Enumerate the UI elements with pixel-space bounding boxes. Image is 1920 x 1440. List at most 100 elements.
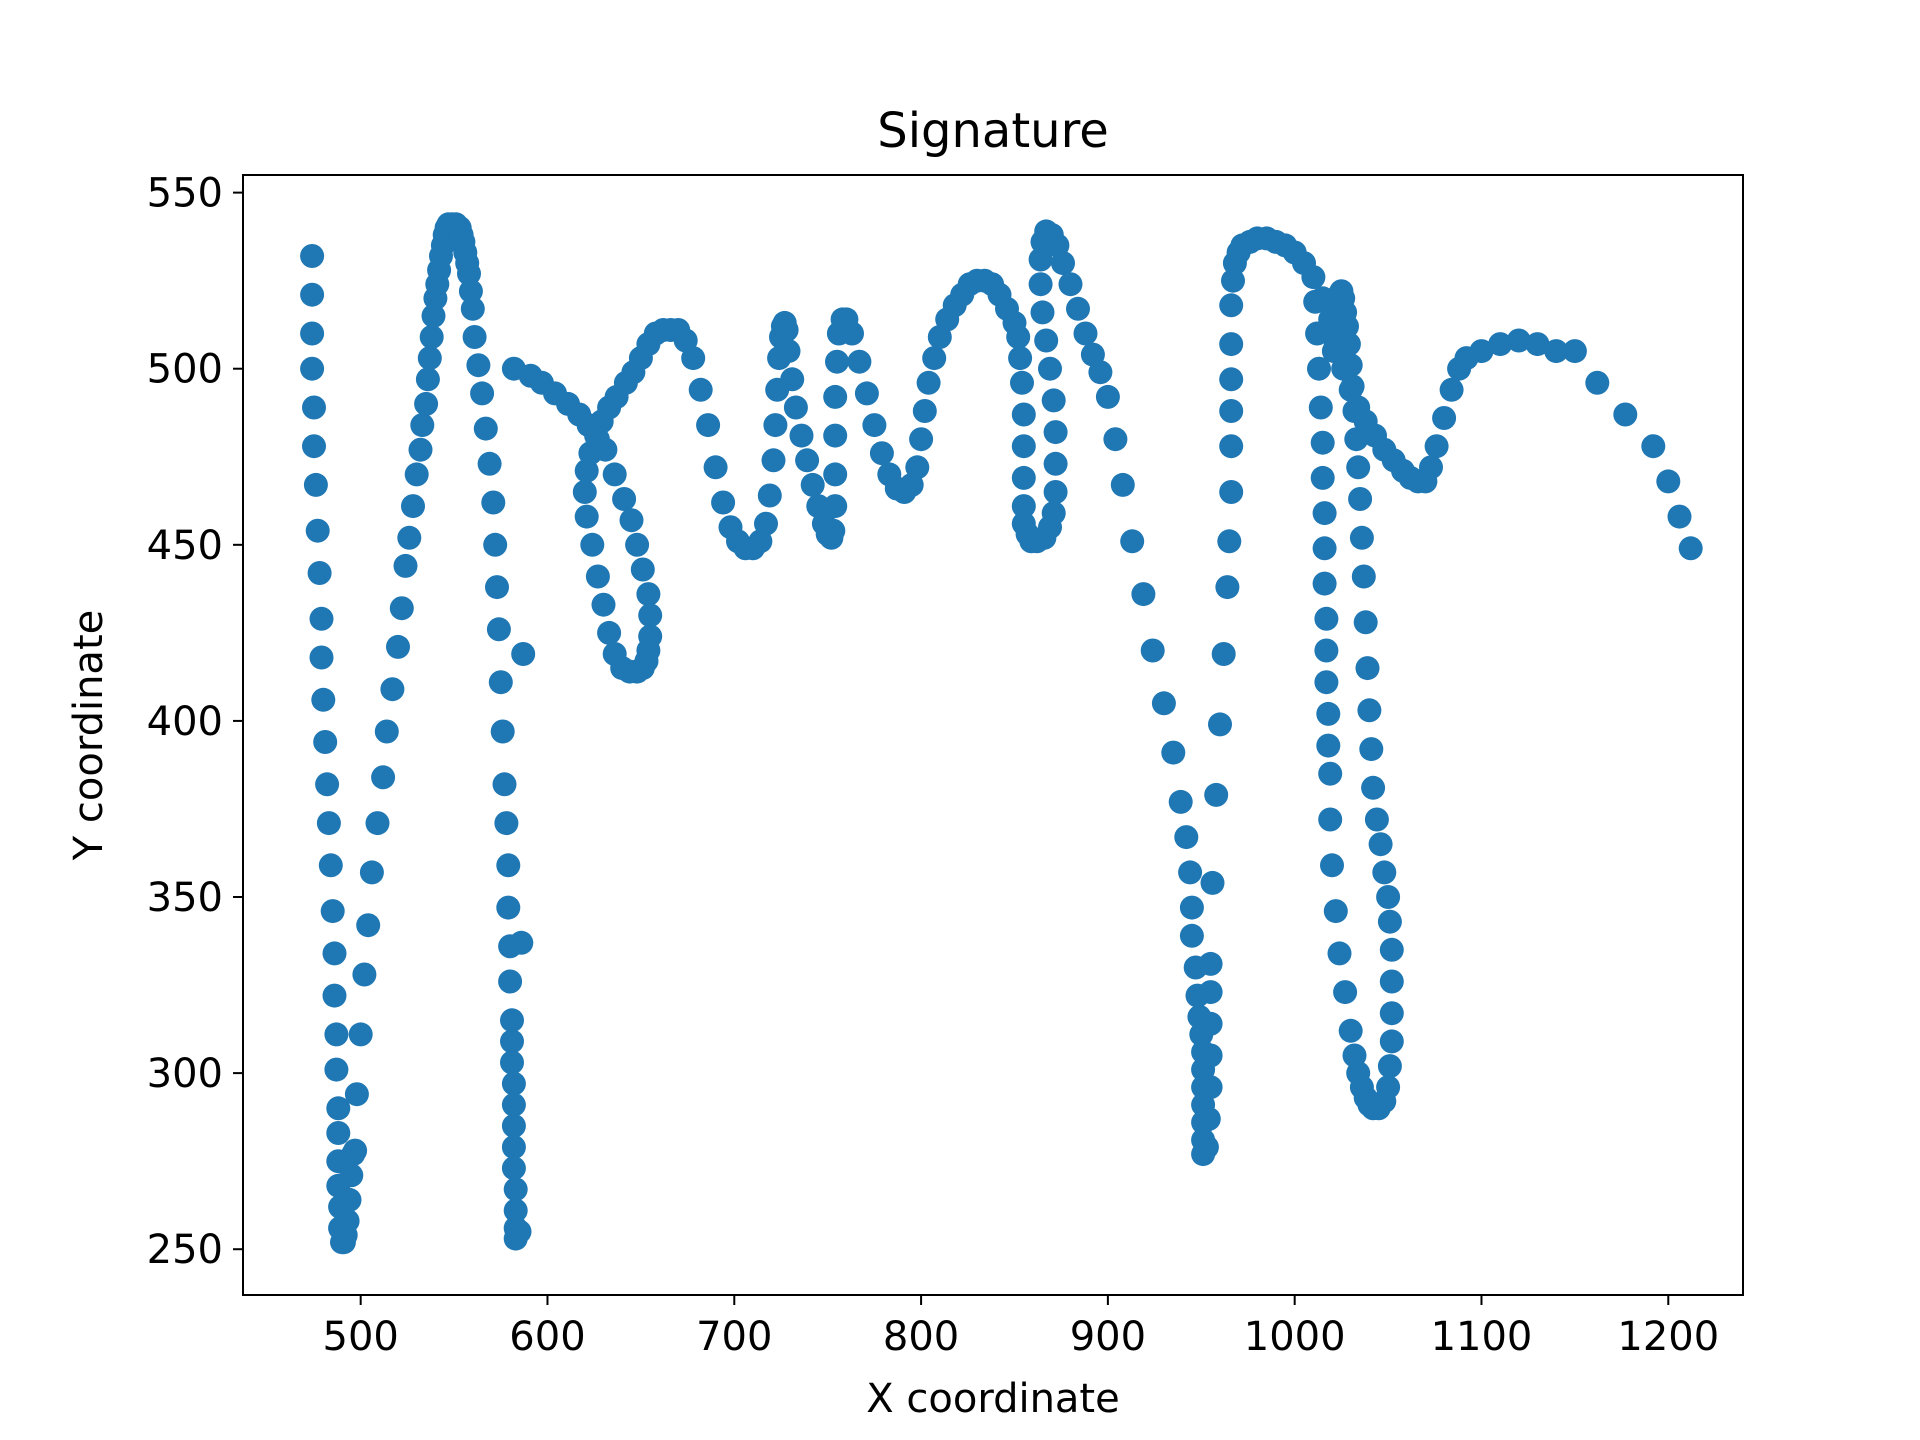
data-point (1377, 1054, 1402, 1079)
data-point (1376, 885, 1401, 909)
data-point (1312, 536, 1337, 561)
data-point (359, 860, 384, 885)
data-point (309, 606, 334, 631)
data-point (483, 532, 508, 557)
x-tick-label: 500 (323, 1314, 399, 1360)
y-axis: 250 300 350 400 450 500 550 (147, 171, 243, 1273)
data-point (1217, 529, 1242, 554)
data-point (1011, 434, 1036, 459)
data-point (1095, 384, 1120, 409)
data-point (477, 451, 502, 476)
data-point (1667, 504, 1692, 529)
data-point (322, 983, 347, 1008)
data-point (1364, 807, 1389, 832)
data-point (1308, 395, 1333, 420)
data-point (492, 772, 517, 797)
data-point (462, 325, 487, 349)
data-point (638, 603, 663, 628)
data-point (1011, 494, 1036, 519)
data-point (780, 367, 805, 392)
data-point (1379, 1001, 1404, 1026)
data-point (374, 719, 399, 744)
data-point (625, 532, 650, 557)
data-point (316, 811, 341, 836)
data-point (313, 730, 338, 754)
data-point (1641, 434, 1666, 459)
data-point (1219, 480, 1244, 504)
data-point (500, 1029, 524, 1054)
data-point (754, 511, 778, 536)
data-point (774, 318, 799, 342)
x-tick-label: 900 (1070, 1314, 1146, 1360)
data-point (1355, 656, 1380, 681)
data-point (300, 244, 325, 268)
data-point (1424, 434, 1449, 459)
data-point (1344, 427, 1369, 452)
data-point (823, 384, 848, 409)
data-point (343, 1138, 368, 1163)
data-point (591, 592, 616, 617)
y-tick-label: 350 (147, 875, 223, 921)
data-point (1377, 909, 1402, 934)
data-point (503, 1177, 528, 1202)
data-point (862, 413, 887, 438)
data-point (1323, 899, 1348, 924)
data-point (795, 448, 820, 473)
data-point (503, 1198, 528, 1223)
data-point (305, 518, 330, 543)
data-point (1310, 430, 1335, 455)
data-point (393, 553, 418, 578)
data-point (1120, 529, 1145, 554)
data-point (922, 346, 947, 371)
data-point (1028, 272, 1053, 297)
data-point (1469, 339, 1494, 364)
data-point (1110, 472, 1135, 497)
data-point (496, 895, 521, 920)
data-point (414, 391, 439, 416)
data-point (763, 413, 788, 438)
data-point (1211, 642, 1236, 666)
data-point (500, 1050, 524, 1075)
data-point (300, 321, 325, 346)
data-point (1321, 321, 1346, 346)
data-point (1544, 339, 1569, 364)
data-point (1439, 377, 1464, 402)
x-tick-label: 1200 (1617, 1314, 1719, 1360)
data-point (703, 455, 728, 480)
data-point (415, 367, 440, 392)
data-point (365, 811, 390, 836)
data-point (1010, 370, 1034, 395)
data-point (498, 969, 523, 994)
data-point (1361, 775, 1386, 800)
data-point (1204, 782, 1229, 807)
data-point (1314, 670, 1339, 695)
data-point (1376, 1075, 1401, 1100)
data-point (401, 494, 425, 519)
data-point (869, 441, 894, 466)
y-tick-label: 500 (147, 347, 223, 393)
data-point (1198, 1011, 1223, 1036)
data-point (854, 381, 879, 406)
data-point (324, 1057, 349, 1082)
data-point (823, 494, 848, 519)
data-point (324, 1022, 349, 1047)
data-point (1312, 571, 1337, 596)
data-point (1198, 1075, 1223, 1100)
data-point (389, 596, 414, 621)
data-point (1359, 737, 1384, 762)
data-point (1321, 339, 1346, 364)
data-point (1219, 332, 1244, 357)
data-point (1333, 980, 1358, 1005)
data-point (823, 423, 848, 448)
data-point (1200, 870, 1225, 895)
data-point (681, 346, 706, 371)
data-point (1353, 610, 1378, 635)
data-point (1198, 951, 1223, 976)
data-point (1179, 923, 1204, 948)
data-point (1585, 370, 1610, 395)
data-point (1525, 332, 1550, 357)
data-point (509, 930, 534, 955)
data-point (619, 508, 644, 533)
data-point (1034, 328, 1059, 353)
